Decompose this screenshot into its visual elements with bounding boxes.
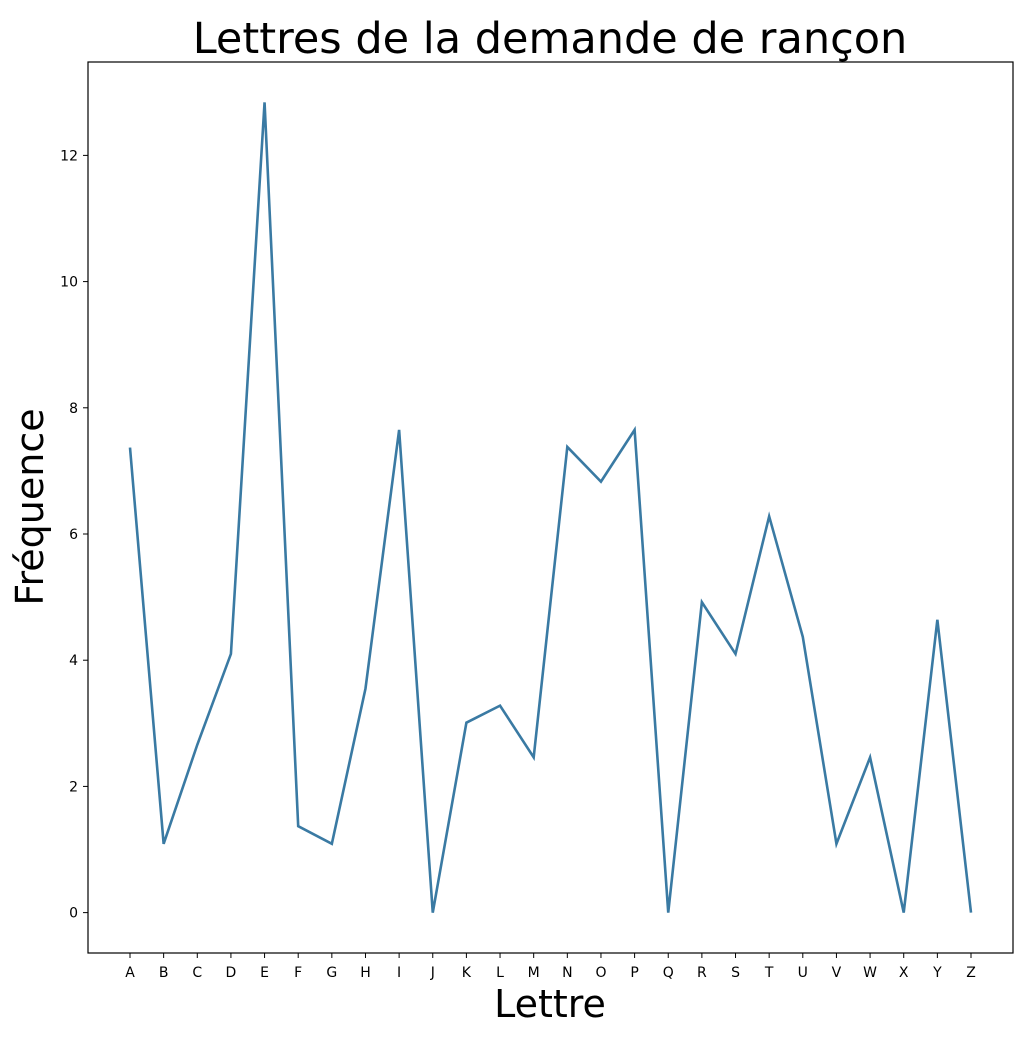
x-tick-label: X [899, 965, 909, 981]
x-tick-label: V [832, 965, 842, 981]
x-tick-label: F [294, 965, 302, 981]
x-tick-label: B [159, 965, 169, 981]
y-tick-label: 10 [60, 275, 78, 291]
x-tick-label: L [496, 965, 504, 981]
x-tick-label: O [595, 965, 606, 981]
y-tick-label: 12 [60, 148, 78, 164]
x-tick-label: C [192, 965, 202, 981]
x-tick-label: G [326, 965, 337, 981]
x-tick-label: N [562, 965, 572, 981]
plot-area [87, 61, 1014, 954]
x-tick-label: P [630, 965, 638, 981]
y-tick-label: 4 [69, 653, 78, 669]
x-tick-label: D [226, 965, 237, 981]
x-tick-label: K [462, 965, 472, 981]
x-tick-label: H [360, 965, 371, 981]
y-tick-label: 0 [69, 906, 78, 922]
x-tick-label: R [697, 965, 707, 981]
y-tick-label: 8 [69, 401, 78, 417]
x-tick-label: Z [966, 965, 976, 981]
y-axis-label: Fréquence [8, 408, 52, 605]
x-tick-label: I [397, 965, 401, 981]
x-tick-label: S [731, 965, 740, 981]
x-tick-label: E [260, 965, 269, 981]
chart-title: Lettres de la demande de rançon [193, 14, 908, 64]
x-tick-label: Q [663, 965, 674, 981]
x-tick-label: A [125, 965, 135, 981]
x-axis-label: Lettre [494, 982, 606, 1026]
x-tick-label: U [798, 965, 808, 981]
y-tick-label: 6 [69, 527, 78, 543]
x-tick-label: M [528, 965, 540, 981]
x-tick-label: J [430, 965, 435, 981]
x-tick-label: Y [932, 965, 942, 981]
y-axis: 0 2 4 6 8 10 12 [60, 148, 88, 922]
x-tick-label: T [764, 965, 774, 981]
x-axis: A B C D E F G H I J K L M N O P Q R S T U V W X Y Z [125, 953, 976, 981]
series-line [128, 102, 973, 913]
x-tick-label: W [863, 965, 877, 981]
y-tick-label: 2 [69, 779, 78, 795]
